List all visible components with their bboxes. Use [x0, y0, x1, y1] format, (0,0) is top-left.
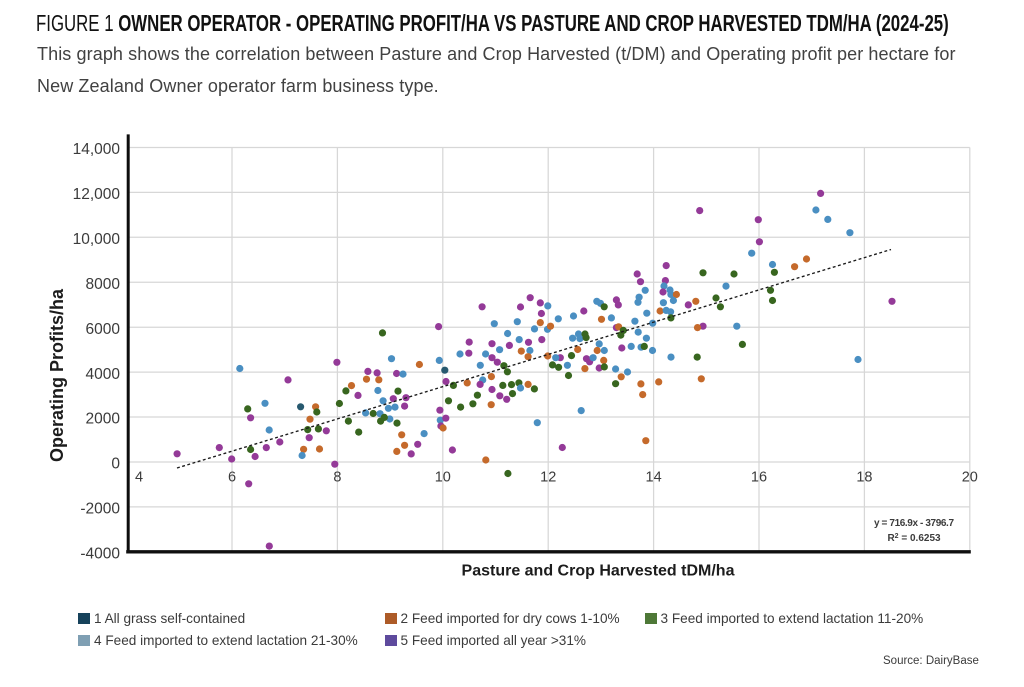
svg-text:18: 18	[856, 470, 872, 486]
svg-text:-2000: -2000	[80, 501, 120, 518]
svg-text:R2 = 0.6253: R2 = 0.6253	[887, 533, 941, 544]
svg-text:10,000: 10,000	[73, 231, 121, 248]
svg-text:-4000: -4000	[80, 546, 120, 563]
svg-text:0: 0	[111, 456, 120, 473]
svg-text:6000: 6000	[86, 321, 121, 338]
svg-text:4: 4	[135, 470, 143, 486]
svg-text:12: 12	[540, 470, 556, 486]
svg-text:14,000: 14,000	[73, 141, 121, 158]
svg-text:14: 14	[646, 470, 662, 486]
svg-text:4000: 4000	[86, 366, 121, 383]
svg-text:6: 6	[228, 470, 236, 486]
svg-text:12,000: 12,000	[73, 186, 121, 203]
svg-text:2000: 2000	[86, 411, 121, 428]
svg-text:16: 16	[751, 470, 767, 486]
svg-text:20: 20	[962, 470, 978, 486]
svg-text:10: 10	[435, 470, 451, 486]
svg-text:Operating Profits/ha: Operating Profits/ha	[47, 288, 67, 462]
svg-text:8000: 8000	[86, 276, 121, 293]
svg-text:8: 8	[333, 470, 341, 486]
svg-text:Pasture and Crop Harvested tDM: Pasture and Crop Harvested tDM/ha	[462, 563, 735, 580]
svg-text:y = 716.9x - 3796.7: y = 716.9x - 3796.7	[874, 518, 954, 529]
